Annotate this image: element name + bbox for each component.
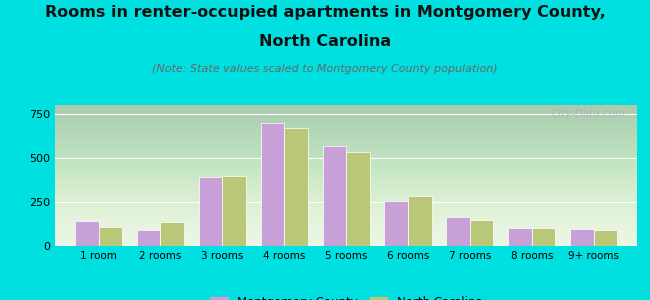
Bar (385, 201, 408, 246)
Bar (470, 220, 493, 246)
Bar (261, 123, 284, 246)
Bar (75, 221, 99, 246)
Bar (346, 152, 370, 246)
Bar (284, 128, 307, 246)
Bar (508, 228, 532, 246)
Text: Rooms in renter-occupied apartments in Montgomery County,: Rooms in renter-occupied apartments in M… (45, 4, 605, 20)
Bar (447, 217, 470, 246)
Text: (Note: State values scaled to Montgomery County population): (Note: State values scaled to Montgomery… (152, 64, 498, 74)
Bar (570, 229, 593, 246)
Bar (137, 230, 161, 246)
Text: North Carolina: North Carolina (259, 34, 391, 50)
Bar (532, 228, 555, 246)
Bar (161, 222, 184, 246)
Bar (222, 176, 246, 246)
Bar (99, 226, 122, 246)
Text: City-Data.com: City-Data.com (551, 109, 625, 119)
Bar (593, 230, 618, 246)
Legend: Montgomery County, North Carolina: Montgomery County, North Carolina (205, 291, 487, 300)
Bar (408, 196, 432, 246)
Bar (199, 177, 222, 246)
Bar (322, 146, 346, 246)
